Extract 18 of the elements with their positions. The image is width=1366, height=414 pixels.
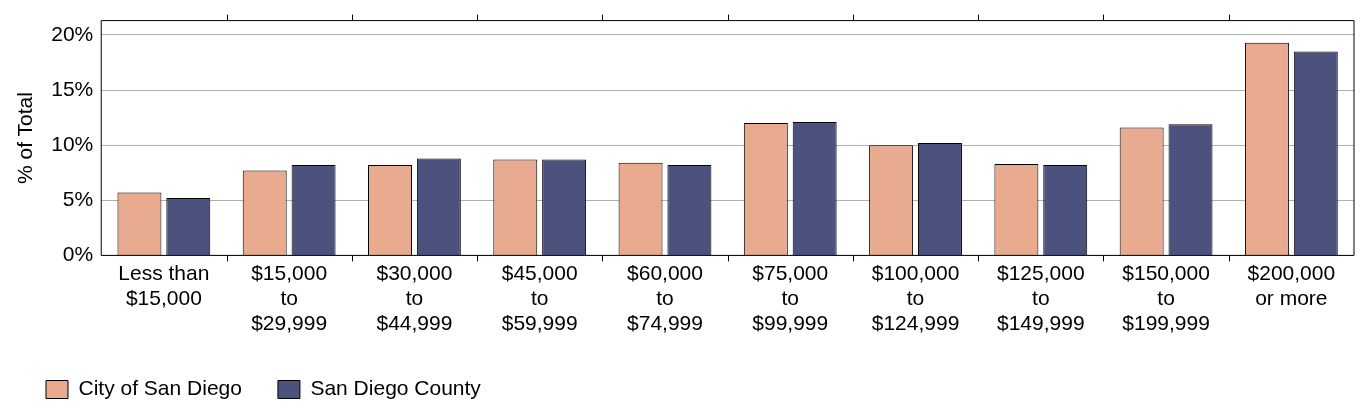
legend-label: San Diego County <box>310 376 482 400</box>
y-tick-label: 15% <box>51 76 94 100</box>
legend-label: City of San Diego <box>78 376 242 400</box>
x-tick-label: $15,000 to $29,999 <box>251 260 328 335</box>
x-tick-label: $30,000 to $44,999 <box>376 260 453 335</box>
y-axis-title: % of Total <box>13 92 37 184</box>
x-tick-label: $150,000 to $199,999 <box>1122 260 1210 335</box>
x-tick-label: $125,000 to $149,999 <box>997 260 1085 335</box>
y-tick-label: 10% <box>51 131 94 155</box>
x-tick-label: $200,000 or more <box>1247 260 1336 309</box>
y-tick-label: 20% <box>51 21 94 45</box>
x-tick-label: $45,000 to $59,999 <box>501 260 578 335</box>
y-tick-label: 0% <box>62 242 94 266</box>
x-tick-label: Less than $15,000 <box>118 260 210 309</box>
x-tick-label: $75,000 to $99,999 <box>752 260 829 335</box>
x-tick-label: $60,000 to $74,999 <box>627 260 703 335</box>
y-tick-label: 5% <box>62 187 94 211</box>
x-tick-label: $100,000 to $124,999 <box>871 260 960 335</box>
